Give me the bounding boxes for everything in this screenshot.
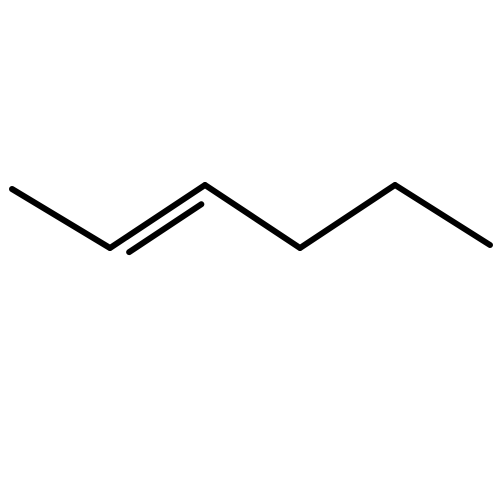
bond-line (395, 185, 490, 245)
bond-line (205, 185, 300, 248)
bond-line (300, 185, 395, 248)
bond-line (12, 189, 110, 248)
bond-line (110, 185, 205, 248)
chemical-structure-diagram (0, 0, 500, 500)
